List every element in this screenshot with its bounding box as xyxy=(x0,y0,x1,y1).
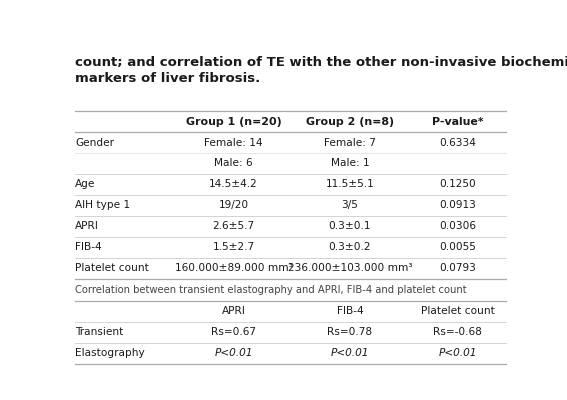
Text: Rs=-0.68: Rs=-0.68 xyxy=(433,327,482,337)
Text: 0.6334: 0.6334 xyxy=(439,138,476,148)
Text: Age: Age xyxy=(75,180,96,190)
Text: Male: 1: Male: 1 xyxy=(331,158,369,168)
Text: 0.0306: 0.0306 xyxy=(439,221,476,231)
Text: Female: 7: Female: 7 xyxy=(324,138,376,148)
Text: Transient: Transient xyxy=(75,327,124,337)
Text: 0.3±0.2: 0.3±0.2 xyxy=(329,242,371,252)
Text: Group 2 (n=8): Group 2 (n=8) xyxy=(306,117,394,127)
Text: Group 1 (n=20): Group 1 (n=20) xyxy=(185,117,281,127)
Text: APRI: APRI xyxy=(222,306,246,316)
Text: Female: 14: Female: 14 xyxy=(204,138,263,148)
Text: Correlation between transient elastography and APRI, FIB-4 and platelet count: Correlation between transient elastograp… xyxy=(75,285,467,295)
Text: Gender: Gender xyxy=(75,138,115,148)
Text: P-value*: P-value* xyxy=(432,117,483,127)
Text: AIH type 1: AIH type 1 xyxy=(75,200,130,210)
Text: Elastography: Elastography xyxy=(75,348,145,358)
Text: 0.0055: 0.0055 xyxy=(439,242,476,252)
Text: 0.0913: 0.0913 xyxy=(439,200,476,210)
Text: Rs=0.78: Rs=0.78 xyxy=(327,327,373,337)
Text: APRI: APRI xyxy=(75,221,99,231)
Text: 236.000±103.000 mm³: 236.000±103.000 mm³ xyxy=(287,263,412,273)
Text: 19/20: 19/20 xyxy=(218,200,248,210)
Text: Platelet count: Platelet count xyxy=(75,263,149,273)
Text: 2.6±5.7: 2.6±5.7 xyxy=(213,221,255,231)
Text: P<0.01: P<0.01 xyxy=(331,348,369,358)
Text: 1.5±2.7: 1.5±2.7 xyxy=(213,242,255,252)
Text: 0.1250: 0.1250 xyxy=(439,180,476,190)
Text: 3/5: 3/5 xyxy=(341,200,358,210)
Text: P<0.01: P<0.01 xyxy=(438,348,477,358)
Text: FIB-4: FIB-4 xyxy=(337,306,363,316)
Text: Male: 6: Male: 6 xyxy=(214,158,253,168)
Text: 11.5±5.1: 11.5±5.1 xyxy=(325,180,374,190)
Text: 0.0793: 0.0793 xyxy=(439,263,476,273)
Text: 160.000±89.000 mm³: 160.000±89.000 mm³ xyxy=(175,263,293,273)
Text: count; and correlation of TE with the other non-invasive biochemical: count; and correlation of TE with the ot… xyxy=(75,56,567,69)
Text: P<0.01: P<0.01 xyxy=(214,348,253,358)
Text: Platelet count: Platelet count xyxy=(421,306,494,316)
Text: Rs=0.67: Rs=0.67 xyxy=(211,327,256,337)
Text: FIB-4: FIB-4 xyxy=(75,242,102,252)
Text: markers of liver fibrosis.: markers of liver fibrosis. xyxy=(75,72,260,85)
Text: 14.5±4.2: 14.5±4.2 xyxy=(209,180,258,190)
Text: 0.3±0.1: 0.3±0.1 xyxy=(329,221,371,231)
